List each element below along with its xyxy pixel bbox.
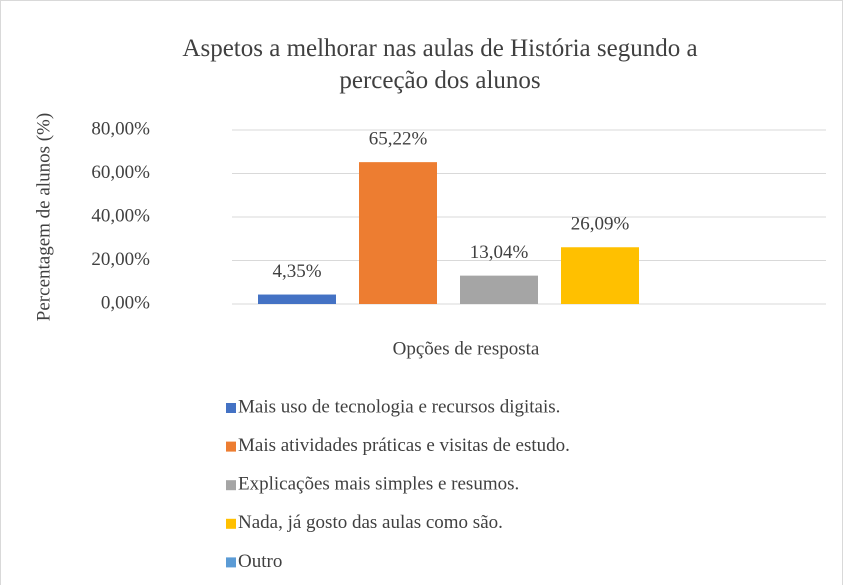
legend-label: Mais atividades práticas e visitas de es… — [238, 435, 570, 456]
data-label: 13,04% — [470, 242, 529, 263]
bar — [561, 247, 639, 304]
legend-label: Explicações mais simples e resumos. — [238, 474, 519, 495]
legend-swatch — [226, 403, 236, 413]
legend-swatch — [226, 480, 236, 491]
legend-label: Nada, já gosto das aulas como são. — [238, 512, 503, 533]
bar — [359, 162, 437, 304]
y-tick-label: 40,00% — [91, 205, 150, 226]
data-label: 65,22% — [369, 129, 428, 150]
legend-swatch — [226, 518, 236, 529]
y-axis-label: Percentagem de alunos (%) — [33, 113, 54, 321]
legend-label: Outro — [238, 551, 282, 572]
x-axis-label: Opções de resposta — [393, 338, 540, 359]
bar — [460, 275, 538, 304]
y-tick-label: 0,00% — [101, 292, 150, 313]
chart-title: Aspetos a melhorar nas aulas de História… — [182, 35, 698, 94]
bar — [258, 294, 336, 304]
y-tick-label: 60,00% — [91, 162, 150, 183]
data-label: 4,35% — [272, 261, 321, 282]
y-tick-label: 20,00% — [91, 249, 150, 270]
legend-label: Mais uso de tecnologia e recursos digita… — [238, 396, 560, 417]
data-label: 26,09% — [571, 214, 630, 235]
legend-swatch — [226, 441, 236, 452]
y-tick-label: 80,00% — [91, 118, 150, 139]
legend-swatch — [226, 557, 236, 568]
